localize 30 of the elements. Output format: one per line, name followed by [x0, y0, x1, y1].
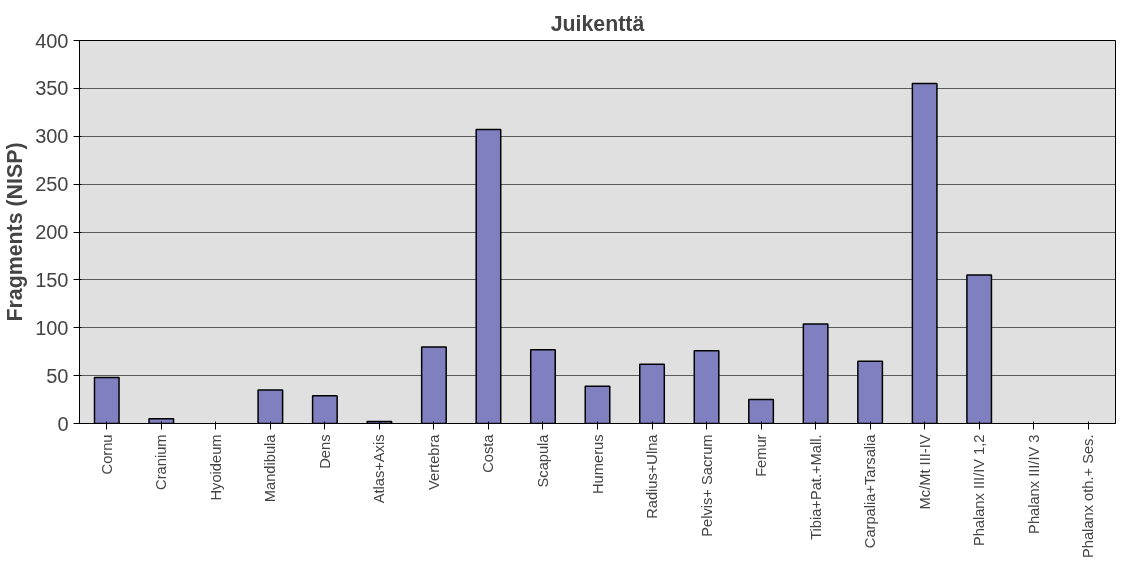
- x-tick-label: Hyoideum: [207, 434, 224, 501]
- x-tick-label: Costa: [480, 433, 497, 473]
- y-tick-label: 300: [35, 125, 69, 148]
- x-tick-label: Carpalia+Tarsalia: [862, 433, 879, 549]
- y-tick-label: 150: [35, 268, 69, 291]
- y-tick-label: 250: [35, 173, 69, 196]
- x-tick-label: Dens: [316, 434, 333, 469]
- x-tick-label: Cornu: [98, 434, 115, 475]
- y-tick-label: 400: [35, 29, 69, 52]
- x-tick-label: Phalanx oth.+ Ses.: [1080, 434, 1097, 558]
- x-tick-label: Tibia+Pat.+Mall.: [807, 434, 824, 540]
- y-tick-label: 200: [35, 221, 69, 243]
- x-tick-label: Phalanx III/IV 1,2: [971, 434, 988, 547]
- x-tick-label: Cranium: [153, 434, 170, 490]
- x-tick-label: Vertebra: [425, 433, 442, 490]
- x-tick-label: Radius+Ulna: [644, 433, 661, 519]
- x-tick-label: Mandibula: [262, 433, 279, 503]
- x-tick-label: Femur: [753, 434, 770, 477]
- y-tick-label: 100: [35, 316, 69, 339]
- x-tick-label: Humerus: [589, 434, 606, 494]
- chart-title: Juikenttä: [550, 11, 645, 36]
- y-tick-label: 350: [35, 77, 69, 100]
- x-tick-label: Scapula: [534, 433, 551, 488]
- x-tick-label: Phalanx III/IV 3: [1025, 434, 1042, 534]
- y-axis-title: Fragments (NISP): [3, 142, 28, 322]
- x-tick-label: Atlas+Axis: [371, 434, 388, 504]
- y-tick-label: 0: [57, 412, 69, 435]
- x-tick-label: Pelvis+ Sacrum: [698, 434, 715, 537]
- x-tick-label: Mc/Mt III-IV: [916, 434, 933, 510]
- y-tick-label: 50: [46, 364, 69, 387]
